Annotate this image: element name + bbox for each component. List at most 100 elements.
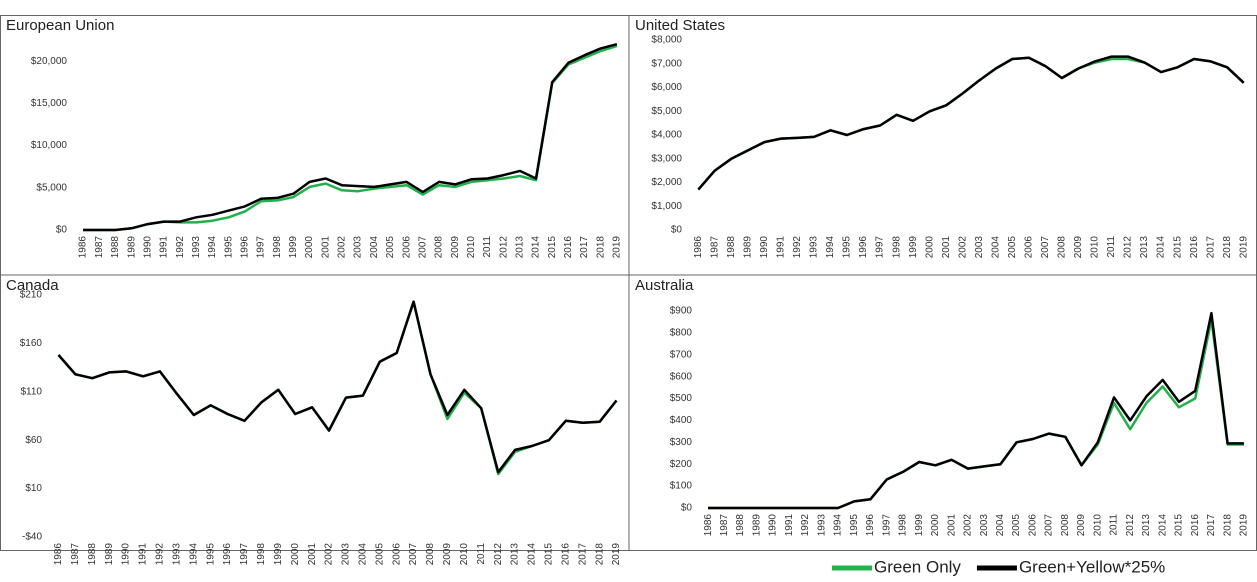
x-tick-label: 2010 <box>459 543 470 566</box>
x-tick-label: 2016 <box>1189 236 1200 259</box>
x-tick-label: 1987 <box>94 236 105 259</box>
x-tick-label: 1995 <box>205 543 216 566</box>
x-tick-label: 2014 <box>527 543 538 566</box>
x-tick-label: 2015 <box>1174 514 1185 537</box>
y-tick-label: $8,000 <box>651 35 682 46</box>
x-tick-label: 2014 <box>1156 236 1167 259</box>
x-tick-label: 1990 <box>768 514 779 537</box>
x-tick-label: 1986 <box>703 514 714 537</box>
y-tick-label: $500 <box>670 393 693 404</box>
x-tick-label: 2000 <box>290 543 301 566</box>
x-tick-label: 2014 <box>1157 514 1168 537</box>
x-tick-label: 2005 <box>1011 514 1022 537</box>
x-tick-label: 2001 <box>320 236 331 259</box>
x-tick-label: 2008 <box>1057 236 1068 259</box>
legend-label: Green Only <box>874 557 961 576</box>
y-tick-label: $60 <box>25 435 42 446</box>
x-tick-label: 1993 <box>171 543 182 566</box>
x-tick-label: 2010 <box>1090 236 1101 259</box>
x-tick-label: 2002 <box>337 236 348 259</box>
x-tick-label: 2006 <box>391 543 402 566</box>
x-tick-label: 1993 <box>809 236 820 259</box>
x-tick-label: 1990 <box>142 236 153 259</box>
y-tick-label: $110 <box>20 386 42 397</box>
x-tick-label: 2011 <box>476 543 487 565</box>
x-tick-label: 1994 <box>188 543 199 566</box>
x-tick-label: 2004 <box>369 236 380 259</box>
x-tick-label: 1998 <box>272 236 283 259</box>
y-tick-label: $20,000 <box>31 56 68 67</box>
x-tick-label: 1997 <box>256 236 267 259</box>
x-tick-label: 2017 <box>579 236 590 259</box>
x-tick-label: 2011 <box>1109 514 1120 536</box>
x-tick-label: 1989 <box>751 514 762 537</box>
y-tick-label: $800 <box>670 327 693 338</box>
x-tick-label: 2013 <box>1141 514 1152 537</box>
x-tick-label: 2009 <box>1076 514 1087 537</box>
y-tick-label: $210 <box>20 290 43 301</box>
x-tick-label: 1992 <box>155 543 166 566</box>
x-tick-label: 1992 <box>792 236 803 259</box>
x-tick-label: 2007 <box>408 543 419 566</box>
x-tick-label: 2003 <box>974 236 985 259</box>
x-tick-label: 1994 <box>207 236 218 259</box>
x-tick-label: 2015 <box>544 543 555 566</box>
series-line: Green+Yellow*25% <box>57 300 618 474</box>
x-tick-label: 2019 <box>612 236 623 259</box>
x-tick-label: 2002 <box>324 543 335 566</box>
x-tick-label: 2001 <box>946 514 957 537</box>
x-tick-label: 2012 <box>1123 236 1134 259</box>
x-tick-label: 2018 <box>595 236 606 259</box>
x-tick-label: 1997 <box>239 543 250 566</box>
x-tick-label: 2006 <box>1023 236 1034 259</box>
x-tick-label: 2015 <box>547 236 558 259</box>
y-tick-label: $160 <box>20 338 43 349</box>
x-tick-label: 2004 <box>995 514 1006 537</box>
x-tick-label: 2008 <box>425 543 436 566</box>
x-tick-label: 2001 <box>307 543 318 566</box>
x-tick-label: 1992 <box>175 236 186 259</box>
y-tick-label: $7,000 <box>651 58 682 69</box>
x-tick-label: 2012 <box>1125 514 1136 537</box>
y-tick-label: $1,000 <box>651 201 682 212</box>
y-tick-label: $4,000 <box>651 130 682 141</box>
x-tick-label: 1998 <box>898 514 909 537</box>
x-tick-label: 1994 <box>825 236 836 259</box>
x-tick-label: 1991 <box>776 236 787 259</box>
y-tick-label: $10 <box>25 483 42 494</box>
y-tick-label: $5,000 <box>651 106 682 117</box>
x-tick-label: 2003 <box>353 236 364 259</box>
y-tick-label: $900 <box>670 306 693 317</box>
y-tick-label: $15,000 <box>31 98 68 109</box>
x-tick-label: 1995 <box>842 236 853 259</box>
x-tick-label: 2008 <box>1060 514 1071 537</box>
x-tick-label: 2017 <box>1205 236 1216 259</box>
x-tick-label: 2018 <box>1222 236 1233 259</box>
x-tick-label: 2009 <box>1073 236 1084 259</box>
x-tick-label: 1986 <box>53 543 64 566</box>
x-tick-label: 2013 <box>514 236 525 259</box>
x-tick-label: 2016 <box>1190 514 1201 537</box>
x-tick-label: 2008 <box>434 236 445 259</box>
y-tick-label: $5,000 <box>36 182 67 193</box>
x-tick-label: 2003 <box>979 514 990 537</box>
x-tick-label: 1989 <box>126 236 137 259</box>
x-tick-label: 2004 <box>358 543 369 566</box>
x-tick-label: 2007 <box>1044 514 1055 537</box>
panel-title: Australia <box>635 277 694 294</box>
x-tick-label: 1995 <box>223 236 234 259</box>
x-tick-label: 2010 <box>1092 514 1103 537</box>
series-line: Green+Yellow*25% <box>697 55 1245 191</box>
y-tick-label: $0 <box>56 225 68 236</box>
y-tick-label: $300 <box>670 437 693 448</box>
x-tick-label: 2016 <box>560 543 571 566</box>
x-tick-label: 2002 <box>957 236 968 259</box>
x-tick-label: 2005 <box>1007 236 1018 259</box>
x-tick-label: 2004 <box>990 236 1001 259</box>
x-tick-label: 1987 <box>719 514 730 537</box>
x-tick-label: 2006 <box>401 236 412 259</box>
x-tick-label: 2015 <box>1172 236 1183 259</box>
series-line: Green Only <box>697 56 1245 191</box>
x-tick-label: 2002 <box>963 514 974 537</box>
x-tick-label: 1991 <box>784 514 795 537</box>
